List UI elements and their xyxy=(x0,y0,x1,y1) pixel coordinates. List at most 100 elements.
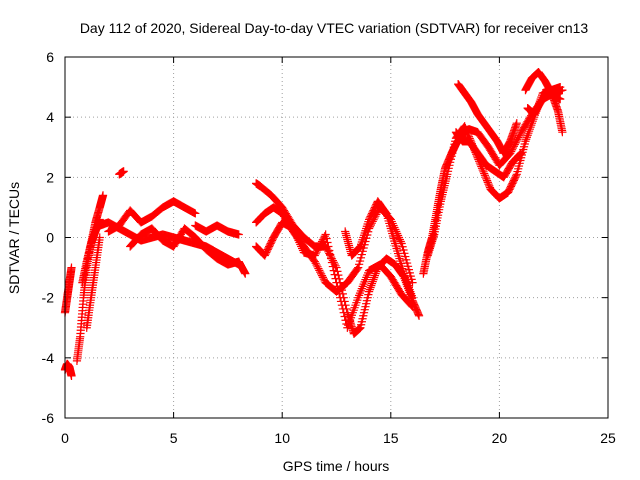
y-tick-label: 4 xyxy=(46,109,54,125)
data-point xyxy=(370,204,379,214)
data-point xyxy=(119,167,128,176)
data-point xyxy=(324,242,333,251)
data-point xyxy=(448,146,458,155)
series-seg-j xyxy=(191,221,243,239)
data-point xyxy=(333,282,342,291)
data-point xyxy=(367,209,377,218)
data-point xyxy=(450,140,459,149)
data-point xyxy=(511,173,520,182)
x-tick-label: 25 xyxy=(600,430,616,446)
x-tick-label: 15 xyxy=(383,430,399,446)
y-tick-label: 0 xyxy=(46,230,54,246)
data-point xyxy=(191,209,200,218)
data-point xyxy=(367,210,376,220)
data-point xyxy=(340,312,349,321)
series-seg-o xyxy=(419,85,567,278)
data-point xyxy=(503,188,513,197)
data-point xyxy=(321,230,330,239)
series-seg-q xyxy=(451,128,526,182)
data-point xyxy=(359,311,368,320)
x-tick-label: 20 xyxy=(492,430,508,446)
data-point xyxy=(95,233,104,242)
data-point xyxy=(260,251,269,260)
data-point xyxy=(326,250,335,259)
data-point xyxy=(328,262,337,271)
data-point xyxy=(510,174,519,183)
data-point xyxy=(361,302,370,311)
data-point xyxy=(355,260,364,269)
data-point xyxy=(327,258,337,267)
data-point xyxy=(447,152,456,161)
data-point xyxy=(399,245,408,255)
series-seg-a xyxy=(60,359,76,380)
plot-area xyxy=(60,67,567,380)
data-point xyxy=(515,150,524,159)
data-point xyxy=(516,149,525,159)
series-seg-f xyxy=(115,167,128,179)
data-point xyxy=(364,290,373,299)
data-point xyxy=(446,158,455,167)
data-point xyxy=(507,180,516,189)
data-point xyxy=(67,371,76,380)
data-point xyxy=(336,297,346,306)
data-point xyxy=(234,230,243,239)
data-point xyxy=(355,256,365,266)
data-point xyxy=(262,246,272,256)
data-point xyxy=(401,252,410,261)
data-point xyxy=(267,237,276,247)
data-point xyxy=(355,243,364,252)
data-point xyxy=(241,269,250,278)
data-point xyxy=(443,170,452,179)
data-point xyxy=(357,250,366,259)
data-point xyxy=(398,242,407,251)
data-point xyxy=(261,249,270,259)
series-seg-t xyxy=(523,89,565,119)
data-point xyxy=(357,320,366,329)
data-point xyxy=(356,323,365,332)
data-point xyxy=(556,82,565,92)
data-point xyxy=(506,183,515,192)
data-point xyxy=(408,293,417,302)
data-point xyxy=(402,255,411,264)
data-point xyxy=(405,268,414,277)
data-point xyxy=(356,253,366,262)
data-point xyxy=(508,179,517,188)
data-point xyxy=(264,243,273,253)
data-point xyxy=(445,161,454,170)
data-point xyxy=(265,242,274,251)
series-seg-g xyxy=(95,218,243,269)
chart-title: Day 112 of 2020, Sidereal Day-to-day VTE… xyxy=(80,20,589,36)
data-point xyxy=(266,239,275,248)
data-point xyxy=(504,186,513,195)
data-point xyxy=(358,247,367,256)
data-point xyxy=(408,278,417,287)
data-point xyxy=(517,149,526,158)
data-point xyxy=(451,137,460,146)
data-point xyxy=(369,206,378,215)
data-point xyxy=(362,299,371,308)
y-tick-label: 2 xyxy=(46,169,54,185)
plot-frame xyxy=(64,56,609,419)
data-point xyxy=(363,293,372,302)
x-tick-label: 0 xyxy=(61,430,69,446)
data-point xyxy=(446,155,455,164)
data-point xyxy=(353,264,362,273)
data-point xyxy=(339,308,348,317)
data-point xyxy=(364,215,374,224)
data-point xyxy=(332,278,341,287)
data-point xyxy=(512,119,521,128)
data-point xyxy=(337,301,347,310)
x-tick-label: 5 xyxy=(170,430,178,446)
data-point xyxy=(263,245,272,254)
series-seg-i xyxy=(126,224,250,278)
data-point xyxy=(326,254,336,263)
data-point xyxy=(358,314,367,323)
data-point xyxy=(444,164,453,173)
data-point xyxy=(265,240,274,250)
data-point xyxy=(506,182,516,191)
data-point xyxy=(404,265,413,274)
data-point xyxy=(322,234,331,243)
series-seg-h xyxy=(104,197,200,236)
y-tick-label: -4 xyxy=(42,350,55,366)
